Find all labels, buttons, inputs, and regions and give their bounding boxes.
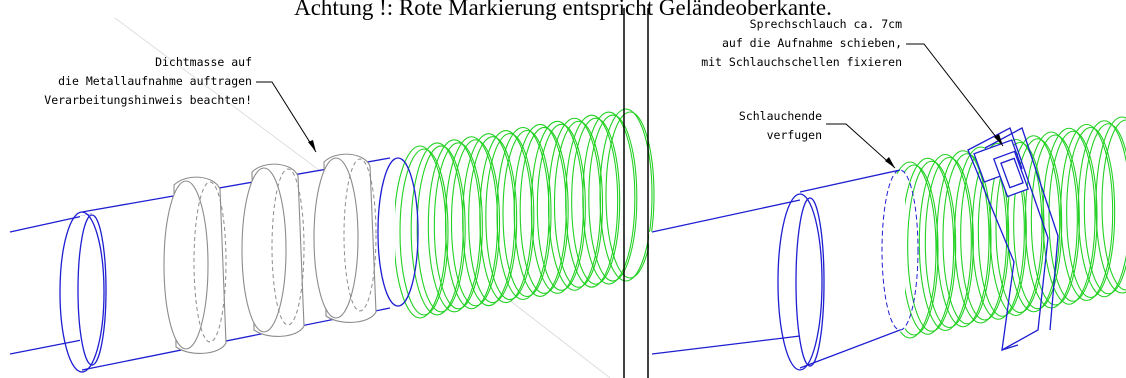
- hose-rib-inner: [553, 120, 604, 288]
- hose-rib-inner: [571, 117, 621, 285]
- collar-rear-rim: [377, 157, 419, 307]
- hose-rib: [989, 138, 1043, 317]
- hose-rib: [427, 139, 481, 313]
- clamp-band-end: [1001, 344, 1019, 351]
- pipe-body: [649, 200, 810, 372]
- hose-rib-inner: [502, 129, 552, 298]
- note-hose-line-2: auf die Aufnahme schieben,: [722, 36, 902, 50]
- clamp-band-edge: [984, 127, 1059, 331]
- collar-edge-top: [799, 169, 901, 193]
- hose-rib-inner: [1066, 126, 1116, 299]
- hose-rib-inner: [416, 145, 466, 313]
- hose-rib-inner: [907, 160, 957, 332]
- hose-rib-inner: [433, 142, 483, 310]
- hose-rib-inner: [1101, 119, 1126, 291]
- sealant-ring-face: [241, 167, 287, 333]
- hose-rib: [918, 153, 972, 332]
- hose-rib-inner: [605, 111, 655, 279]
- clamp-band: [967, 127, 1049, 352]
- diagram-title: Achtung !: Rote Markierung entspricht Ge…: [294, 0, 832, 20]
- note-sealant-line-3: Verarbeitungshinweis beachten!: [44, 93, 252, 107]
- hose-rib-inner: [536, 123, 586, 291]
- hose-rib-inner: [1013, 138, 1063, 310]
- hose-rib-inner: [468, 136, 518, 304]
- sealant-ring-face: [313, 157, 359, 319]
- sealant-ring: [163, 176, 227, 354]
- sealant-ring-hidden-edge: [271, 168, 305, 326]
- hose-clamp: [967, 127, 1059, 352]
- right-panel: Sprechschlauch ca. 7cm auf die Aufnahme …: [649, 17, 1126, 372]
- note-hose-end-line-1: Schlauchende: [739, 109, 822, 123]
- sealant-rings: [163, 153, 377, 354]
- hose-rib-inner: [485, 133, 535, 301]
- hose-rib-inner: [924, 156, 974, 329]
- sealant-ring-hidden-edge: [193, 181, 227, 343]
- hose-rib: [1077, 120, 1126, 298]
- collar-inner-rim: [795, 197, 825, 367]
- leader-line: [826, 123, 896, 169]
- note-hose-line-1: Sprechschlauch ca. 7cm: [750, 17, 902, 31]
- pipe-edge-bottom: [9, 337, 93, 355]
- corrugated-hose: [393, 108, 655, 319]
- leader-line: [906, 43, 1004, 147]
- hose-end-dashed: [881, 169, 919, 331]
- note-sealant-line-1: Dichtmasse auf: [155, 55, 252, 69]
- collar-edge-bottom: [799, 329, 901, 369]
- hose-rib-inner: [450, 139, 501, 307]
- note-sealant-line-2: die Metallaufnahme auftragen: [58, 74, 252, 88]
- collar-front-rim: [59, 211, 105, 373]
- pipe-edge-top: [651, 199, 801, 233]
- hose-rib: [1060, 123, 1114, 302]
- hose-rib-inner: [588, 114, 638, 282]
- metal-pipe: [649, 169, 919, 372]
- note-hose-end-line-2: verfugen: [767, 128, 822, 142]
- hose-rib-inner: [1083, 123, 1126, 295]
- leader-arrowhead: [885, 157, 895, 168]
- sealant-ring: [241, 163, 305, 337]
- hose-rib: [1095, 116, 1126, 294]
- pipe-body: [5, 212, 98, 372]
- note-hose-line-3: mit Schlauchschellen fixieren: [701, 55, 902, 69]
- hose-rib: [1042, 127, 1096, 305]
- hose-rib: [1007, 135, 1061, 313]
- hose-rib: [936, 150, 990, 328]
- hose-rib-inner: [1030, 134, 1080, 306]
- hose-rib-inner: [1048, 130, 1098, 302]
- sealant-ring: [313, 153, 377, 323]
- pipe-edge-top: [9, 213, 93, 233]
- hose-rib-inner: [519, 126, 569, 294]
- leader-arrowhead: [308, 140, 316, 152]
- sealant-ring-hidden-edge: [343, 158, 377, 312]
- hose-rib-inner: [942, 153, 992, 325]
- corrugated-hose: [883, 116, 1126, 339]
- leader-arrowhead: [994, 134, 1003, 146]
- hose-rib: [954, 146, 1008, 324]
- hose-rib-inner: [399, 148, 449, 316]
- pipe-edge-bottom: [651, 335, 801, 355]
- pipe-collar-body: [800, 172, 905, 370]
- hose-rib: [410, 142, 464, 316]
- left-panel: Dichtmasse auf die Metallaufnahme auftra…: [5, 55, 655, 373]
- clamp-screw-head: [1000, 157, 1024, 189]
- sealant-ring-face: [163, 180, 209, 350]
- leader-line: [256, 81, 317, 153]
- hose-rib: [971, 142, 1025, 320]
- collar-front-rim: [777, 193, 823, 371]
- collar-inner-rim: [77, 214, 107, 366]
